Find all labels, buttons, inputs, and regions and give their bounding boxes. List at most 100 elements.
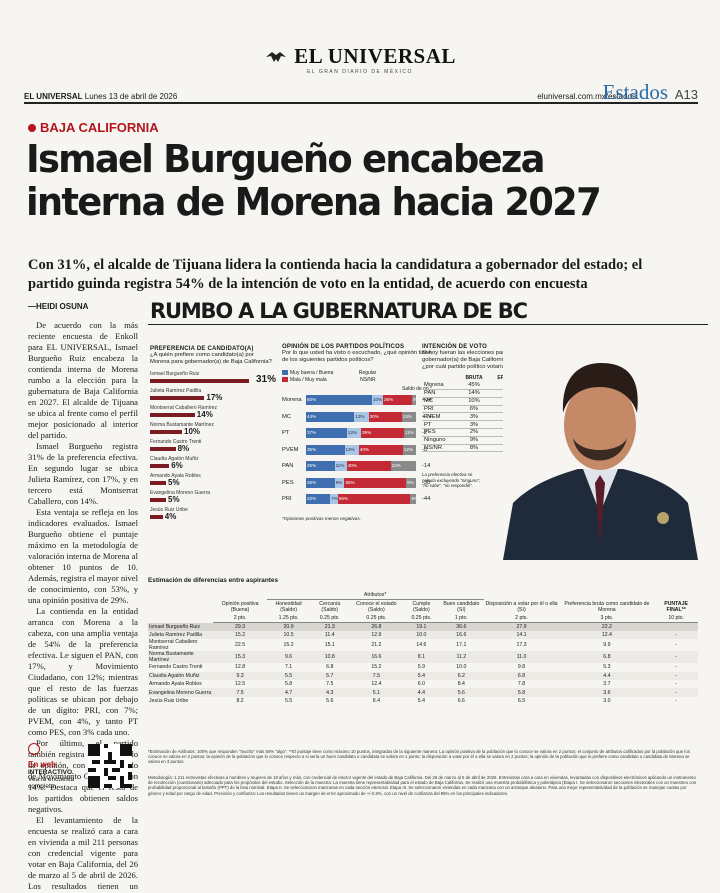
score-cell: 16.6	[439, 630, 484, 640]
column-header: Cercanía (Saldo)	[319, 601, 341, 613]
paragraph: Por último, el partido también registra …	[28, 738, 138, 814]
folio-bar: EL UNIVERSAL Lunes 13 de abril de 2026 e…	[24, 80, 698, 104]
byline: —HEIDI OSUNA	[28, 302, 89, 311]
divider	[148, 324, 708, 325]
points-weight: 1 pto.	[439, 614, 484, 623]
candidate-row: Fernando Castro Trenti 8%	[150, 439, 275, 456]
qr-code-icon[interactable]	[88, 744, 132, 788]
candidate-row: Claudia Agatón Muñiz 6%	[150, 456, 275, 473]
score-cell: 5.3	[603, 664, 611, 671]
score-cell: 15.1	[324, 642, 335, 649]
points-weight: 0.25 pts.	[403, 614, 440, 623]
score-cell: 5.6	[439, 688, 484, 697]
opinion-question: Por lo que usted ha visto o escuchado, ¿…	[282, 350, 432, 363]
column-header: Buen candidato (Sí)	[443, 601, 480, 613]
bar-segment-bad: 26%	[383, 395, 412, 405]
candidate-name: Claudia Agatón Muñiz	[150, 456, 199, 462]
party-name: Morena	[424, 382, 444, 389]
score-cell: 7.5	[326, 681, 334, 688]
score-cell: 8.2	[236, 698, 244, 705]
score-cell: 14.6	[416, 642, 427, 649]
web-promo[interactable]: En web INTERACTIVO. Vea la encuesta comp…	[28, 742, 138, 790]
candidate-name: Armando Ayala Robles	[150, 473, 201, 479]
score-cell: 4.7	[266, 688, 311, 697]
bar-segment-ns: 23%	[390, 461, 416, 471]
preference-header: PREFERENCIA DE CANDIDATO(A)	[150, 346, 254, 352]
score-cell: 12.4	[559, 630, 655, 640]
score-cell: -	[675, 681, 677, 688]
score-cell: 10.5	[266, 630, 311, 640]
score-cell: -	[654, 671, 698, 681]
candidate-name: Evangelina Moreno Guerra	[150, 490, 211, 496]
score-cell: 15.2	[283, 642, 294, 649]
col-bruta: BRUTA	[465, 374, 483, 381]
folio-url[interactable]: eluniversal.com.mx/estados	[537, 92, 636, 101]
candidate-row: Jesús Ruiz Uribe 4%	[150, 507, 275, 524]
score-cell: -	[654, 651, 698, 664]
score-cell: 5.5	[266, 671, 311, 681]
candidate-name: Armando Ayala Robles	[149, 681, 202, 688]
preference-bar	[150, 498, 166, 502]
score-cell: 36.6	[439, 622, 484, 631]
page-number: A13	[674, 87, 698, 102]
preference-value: 17%	[206, 393, 223, 402]
legend-swatch	[351, 370, 357, 375]
party-name: PAN	[282, 463, 294, 469]
party-name: PT	[282, 430, 290, 436]
intent-value: 10%	[468, 398, 480, 405]
score-cell: 8.4	[372, 698, 380, 705]
party-opinion-row: Morena 60%10%26%4% +34	[282, 392, 432, 409]
infographic-title: RUMBO A LA GUBERNATURA DE BC	[150, 299, 528, 323]
party-name: PAN	[424, 390, 436, 397]
preference-bar	[150, 396, 205, 400]
bar-segment-bad: 56%	[344, 477, 407, 488]
kicker: BAJA CALIFORNIA	[28, 120, 159, 135]
preference-bar	[150, 413, 195, 417]
score-cell: 9.3	[213, 671, 267, 681]
candidate-name: Ismael Burgueño Ruiz	[148, 622, 214, 631]
preference-value: 5%	[168, 478, 180, 487]
preference-value: 6%	[171, 461, 183, 470]
score-cell: 9.9	[603, 642, 611, 649]
bar-segment-bad: 66%	[337, 494, 411, 504]
candidate-row: Evangelina Moreno Guerra 5%	[150, 490, 275, 507]
score-cell: 5.1	[349, 688, 404, 697]
preference-bar	[150, 430, 182, 434]
candidate-name: Julieta Ramírez Padilla	[148, 630, 214, 640]
score-cell: 29.3	[213, 622, 267, 631]
bar-segment-good: 37%	[306, 428, 347, 438]
score-cell: -	[675, 698, 677, 705]
bar-segment-bad: 40%	[346, 461, 391, 471]
bar-segment-reg: 13%	[344, 444, 359, 455]
candidate-name: Julieta Ramírez Padilla	[150, 388, 202, 394]
intent-value: 2%	[469, 429, 479, 436]
globe-icon	[28, 743, 40, 755]
stacked-bar: 44% 13% 30% 13%	[306, 411, 416, 422]
points-weight: 0.25 pts.	[349, 614, 404, 623]
score-cell: 8.1	[403, 651, 440, 664]
candidate-row: Ismael Burgueño Ruiz 31%	[150, 371, 277, 388]
preference-value: 31%	[256, 374, 277, 385]
points-weight: 0.25 pts.	[310, 614, 350, 623]
table-row: Norma Bustamante Martínez 15.3 9.6 10.8 16.6…	[148, 651, 700, 664]
legend-swatch	[282, 370, 288, 376]
web-label: En web	[28, 760, 57, 769]
paragraph: Ismael Burgueño registra 31% de la prefe…	[28, 441, 138, 506]
score-cell: 10.0	[456, 664, 467, 671]
intent-value: 3%	[469, 413, 479, 420]
score-cell: 21.2	[371, 642, 382, 649]
intent-value: 14%	[468, 390, 480, 397]
score-cell: -	[654, 688, 698, 697]
blank-header	[148, 600, 213, 615]
deck: Con 31%, el alcalde de Tijuana lidera la…	[28, 257, 643, 292]
score-cell: -	[654, 630, 698, 640]
party-name: PRI	[424, 406, 434, 413]
column-header: Opinión positiva (Buena)	[221, 601, 259, 613]
score-cell: 6.0	[417, 681, 426, 688]
newspaper-logo: EL UNIVERSAL	[264, 44, 456, 69]
preference-bar	[150, 481, 166, 485]
opinion-bars: Morena60%10%26%4%+34MC44%13%30%13%+14PT3…	[282, 392, 432, 508]
score-cell: 6.5	[517, 698, 526, 705]
score-cell: 10.8	[310, 651, 350, 664]
party-name: NS/NR	[424, 445, 443, 452]
